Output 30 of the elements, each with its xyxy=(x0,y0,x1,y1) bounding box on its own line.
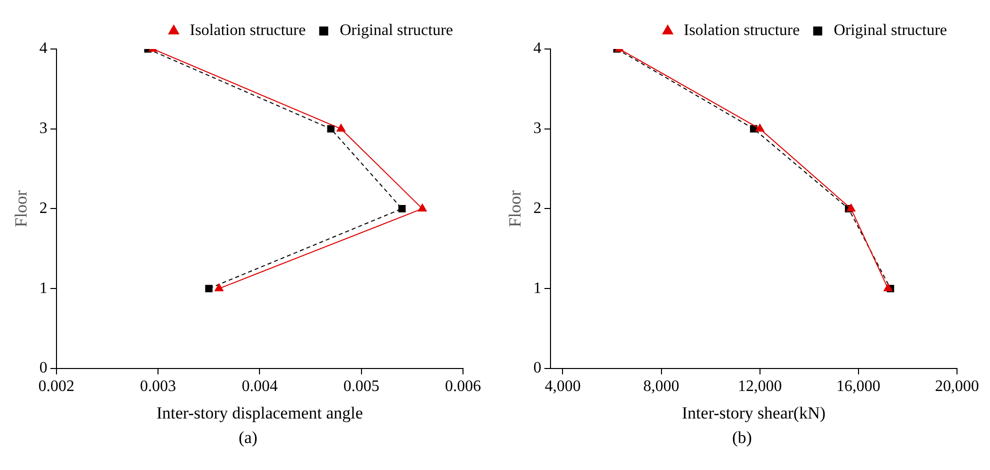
y-tick-label: 2 xyxy=(533,200,542,217)
x-tick-label: 0.003 xyxy=(140,378,176,396)
y-tick-label: 1 xyxy=(533,280,542,297)
y-tick-label: 4 xyxy=(533,40,542,58)
x-tick-label: 12,000 xyxy=(738,378,782,396)
x-tick-label: 16,000 xyxy=(836,378,880,396)
x-tick-label: 0.002 xyxy=(38,378,74,396)
legend-label: Isolation structure xyxy=(684,22,800,40)
y-tick-label: 3 xyxy=(39,120,48,138)
x-axis-title: Inter-story displacement angle xyxy=(156,403,363,422)
text: (a) xyxy=(238,428,258,448)
text: (b) xyxy=(731,428,753,448)
legend-label: Original structure xyxy=(834,22,947,40)
x-axis-title: Inter-story shear(kN) xyxy=(682,403,826,422)
y-axis-title: Floor xyxy=(506,190,525,228)
y-tick-label: 1 xyxy=(39,280,48,297)
x-tick-label: 0.005 xyxy=(343,378,380,396)
y-tick-label: 0 xyxy=(39,360,48,377)
x-tick-label: 20,000 xyxy=(935,378,979,396)
y-tick-label: 0 xyxy=(533,360,542,377)
y-tick-label: 3 xyxy=(533,120,542,138)
x-tick-label: 0.006 xyxy=(445,378,481,396)
legend-label: Isolation structure xyxy=(190,22,306,40)
y-tick-label: 2 xyxy=(39,200,48,217)
x-tick-label: 8,000 xyxy=(643,378,680,396)
y-tick-label: 4 xyxy=(39,40,48,58)
legend-label: Original structure xyxy=(340,22,453,40)
x-tick-label: 4,000 xyxy=(544,378,581,396)
y-axis-title: Floor xyxy=(12,190,31,228)
x-tick-label: 0.004 xyxy=(242,378,278,396)
